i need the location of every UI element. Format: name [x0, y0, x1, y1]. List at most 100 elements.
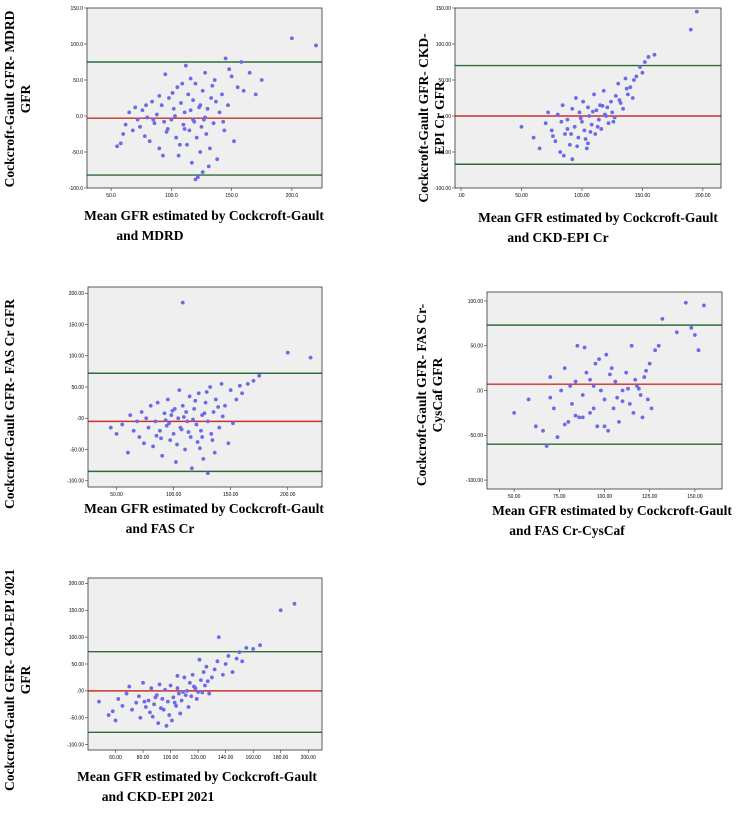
data-point [226, 103, 230, 108]
data-point [575, 343, 580, 348]
x-axis-label-line1: Mean GFR estimated by Cockcroft-Gault [84, 501, 324, 516]
data-point [609, 99, 613, 104]
data-point [565, 117, 570, 122]
data-point [168, 438, 173, 443]
x-axis-label-line2: and FAS Cr [126, 521, 195, 536]
data-point [587, 114, 592, 118]
data-point [590, 109, 595, 114]
y-tick-label: 100.00 [468, 299, 484, 305]
data-point [689, 325, 694, 330]
data-point [653, 348, 658, 353]
data-point [178, 711, 183, 716]
data-point [176, 691, 181, 696]
data-point [519, 124, 524, 129]
data-point [146, 425, 151, 430]
data-point [137, 694, 141, 699]
data-point [189, 466, 194, 471]
plot-area [487, 292, 722, 489]
plot-area [88, 287, 322, 487]
data-point [629, 343, 634, 348]
data-point [568, 384, 573, 388]
data-point [182, 675, 187, 680]
data-point [526, 397, 531, 402]
x-tick-label: 140.00 [218, 755, 234, 761]
data-point [642, 375, 647, 379]
data-point [548, 375, 553, 379]
data-point [167, 421, 171, 426]
data-point [226, 441, 231, 446]
data-point [181, 122, 186, 127]
data-point [609, 366, 614, 371]
data-point [580, 119, 584, 124]
x-tick-label: 150.0 [225, 193, 238, 199]
data-point [175, 85, 180, 90]
y-tick-label: -100.00 [67, 479, 84, 485]
data-point [588, 129, 593, 134]
data-point [163, 418, 168, 423]
data-point [181, 415, 186, 419]
y-tick-label: 100.0 [70, 42, 83, 48]
data-point [184, 410, 189, 414]
data-point [580, 393, 585, 397]
data-point [692, 333, 697, 337]
data-point [176, 153, 181, 158]
data-point [228, 388, 233, 393]
data-point [212, 78, 217, 82]
x-axis-label-line2: and CKD-EPI Cr [507, 230, 608, 245]
data-point [595, 124, 600, 129]
data-point [638, 65, 642, 69]
data-point [231, 421, 235, 426]
data-point [595, 424, 600, 429]
data-point [97, 699, 101, 704]
data-point [209, 96, 214, 100]
x-tick-label: .00 [458, 193, 465, 199]
data-point [285, 350, 290, 355]
data-point [189, 694, 194, 699]
data-point [164, 423, 169, 428]
data-point [163, 72, 168, 77]
y-axis-label: Cockcroft-Gault GFR- FAS Cr GFR [2, 299, 17, 509]
data-point [185, 419, 190, 424]
data-point [154, 112, 159, 117]
plot-frame [486, 291, 723, 490]
data-point [582, 128, 587, 133]
x-tick-label: 50.0 [106, 193, 116, 199]
panel-ckd-epi-2021: -100.00 -50.00 .00 50.00 100.00 150.00 200.00 6… [2, 569, 323, 804]
data-point [512, 410, 517, 415]
data-point [171, 695, 176, 700]
data-point [239, 60, 244, 64]
data-point [144, 416, 149, 421]
data-point [602, 424, 607, 429]
data-point [593, 361, 598, 366]
data-point [649, 406, 654, 411]
data-point [577, 415, 582, 420]
data-point [177, 142, 182, 147]
x-tick-label: 50.00 [508, 494, 521, 500]
y-tick-label: -50.00 [70, 447, 84, 453]
data-point [177, 388, 182, 393]
y-axis-label-line1: Cockcroft-Gault GFR- FAS Cr- [414, 304, 429, 486]
data-point [220, 92, 224, 97]
data-point [158, 428, 162, 433]
data-point [205, 471, 210, 476]
reference-lines [487, 324, 722, 445]
x-axis-label-line2: and FAS Cr-CysCaf [509, 523, 625, 538]
data-point [674, 330, 679, 335]
data-point [259, 78, 264, 82]
data-point [253, 92, 258, 97]
data-point [196, 690, 201, 694]
data-point [555, 435, 560, 439]
plot-area [87, 8, 322, 188]
data-point [223, 56, 228, 61]
data-point [130, 128, 135, 133]
data-point [702, 303, 706, 308]
data-point [245, 381, 250, 386]
data-point [148, 403, 153, 408]
data-point [244, 645, 249, 650]
data-point [199, 124, 204, 129]
data-point [647, 361, 652, 366]
data-point [617, 98, 622, 103]
data-point [597, 357, 601, 362]
data-point [537, 146, 542, 151]
data-point [588, 410, 592, 415]
